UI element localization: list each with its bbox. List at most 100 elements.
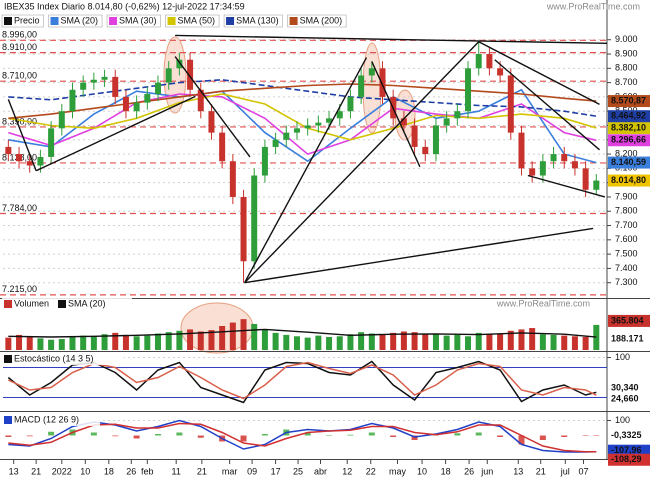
candle-body (283, 132, 290, 140)
legend-bg (2, 353, 124, 365)
candle-body (144, 94, 151, 103)
histogram-bar (518, 435, 525, 445)
x-tick-label: mar (222, 466, 238, 476)
candle-body (251, 175, 258, 262)
candle-body (368, 68, 375, 76)
sma-line (8, 78, 597, 117)
volume-bar (69, 336, 76, 350)
volume-sma-line (8, 328, 597, 338)
y-tick-label: 7.700 (615, 220, 638, 230)
histogram-bar (304, 432, 311, 436)
candle-body (165, 68, 172, 83)
value-label-box (608, 95, 650, 108)
histogram-bar (197, 435, 204, 438)
volume-bar (422, 333, 429, 350)
histogram-bar (26, 435, 33, 437)
candle-body (347, 96, 354, 112)
volume-bar (144, 335, 151, 350)
x-tick-label: may (389, 466, 407, 476)
volume-bar (465, 336, 472, 350)
volume-bar (336, 336, 343, 350)
volume-bar (229, 322, 236, 350)
volume-bar (443, 335, 450, 350)
volume-bar (37, 338, 44, 350)
panel-title: MACD (12 26 9) (14, 414, 79, 424)
value-label: 8.296,66 (611, 135, 646, 145)
candle-body (326, 118, 333, 123)
volume-bar (593, 324, 600, 350)
x-tick-label: 13 (9, 466, 19, 476)
volume-bar (518, 329, 525, 350)
value-label: 188.171 (611, 333, 644, 343)
volume-bar (539, 334, 546, 350)
candle-body (80, 82, 87, 90)
value-label-box (608, 393, 650, 406)
y-tick-label: 7.800 (615, 206, 638, 216)
value-label: 8.140,59 (611, 157, 646, 167)
legend-item: Volumen (14, 298, 49, 308)
candle-body (336, 111, 343, 119)
candle-body (197, 89, 204, 112)
volume-bar (122, 334, 129, 350)
candle-body (561, 154, 568, 162)
candle-body (219, 132, 226, 162)
candle-body (293, 128, 300, 133)
value-label-box (608, 156, 650, 169)
legend-swatch (4, 416, 12, 424)
candle-body (571, 161, 578, 169)
volume-bar (347, 334, 354, 350)
histogram-bar (497, 435, 504, 437)
volume-bar (165, 332, 172, 350)
volume-bar (304, 337, 311, 350)
volume-bar (368, 333, 375, 350)
x-tick-label: abr (314, 466, 327, 476)
candle-body (112, 76, 119, 97)
candle-body (229, 161, 236, 197)
trendline (478, 41, 600, 105)
volume-bar (529, 328, 536, 350)
volume-bar (475, 332, 482, 350)
level-label: 8.996,00 (2, 30, 37, 40)
trendline (175, 34, 608, 45)
trendline (371, 61, 421, 168)
legend-bg (287, 14, 347, 28)
legend-swatch (167, 17, 176, 25)
candle-body (593, 180, 600, 190)
volume-bar (240, 319, 247, 350)
volume-bar (550, 334, 557, 350)
y-tick-label: 7.400 (615, 263, 638, 273)
volume-bar (251, 323, 258, 350)
y-tick-label: 8.200 (615, 148, 638, 158)
value-label-box (608, 174, 650, 187)
level-label: 8.910,00 (2, 42, 37, 52)
histogram-bar (133, 435, 140, 439)
value-label: -0,3325 (611, 430, 642, 440)
value-label: 8.570,87 (611, 95, 646, 105)
legend-item: SMA (20) (61, 15, 99, 25)
value-label: 24,660 (611, 394, 639, 404)
x-tick-label: 21 (197, 466, 207, 476)
legend-item: Precio (14, 15, 40, 25)
volume-bar (315, 335, 322, 350)
value-label-box (608, 333, 650, 346)
histogram-bar (90, 432, 97, 436)
histogram-bar (326, 435, 333, 436)
oscillator-line (7, 361, 597, 400)
volume-bar (390, 332, 397, 350)
watermark: www.ProRealTime.com (496, 298, 590, 308)
candle-body (582, 168, 589, 190)
trendline (494, 59, 600, 151)
legend-swatch (4, 17, 12, 25)
x-tick-label: 10 (417, 466, 427, 476)
volume-bar (208, 330, 215, 350)
panel-title: Estocástico (14 3 5) (14, 353, 94, 363)
y-tick-label: 7.900 (615, 191, 638, 201)
legend-swatch (109, 17, 118, 25)
value-label-box (608, 444, 650, 457)
legend-swatch (4, 300, 12, 308)
candle-body (422, 146, 429, 155)
volume-bar (133, 336, 140, 350)
value-label: 8.382,10 (611, 122, 646, 132)
